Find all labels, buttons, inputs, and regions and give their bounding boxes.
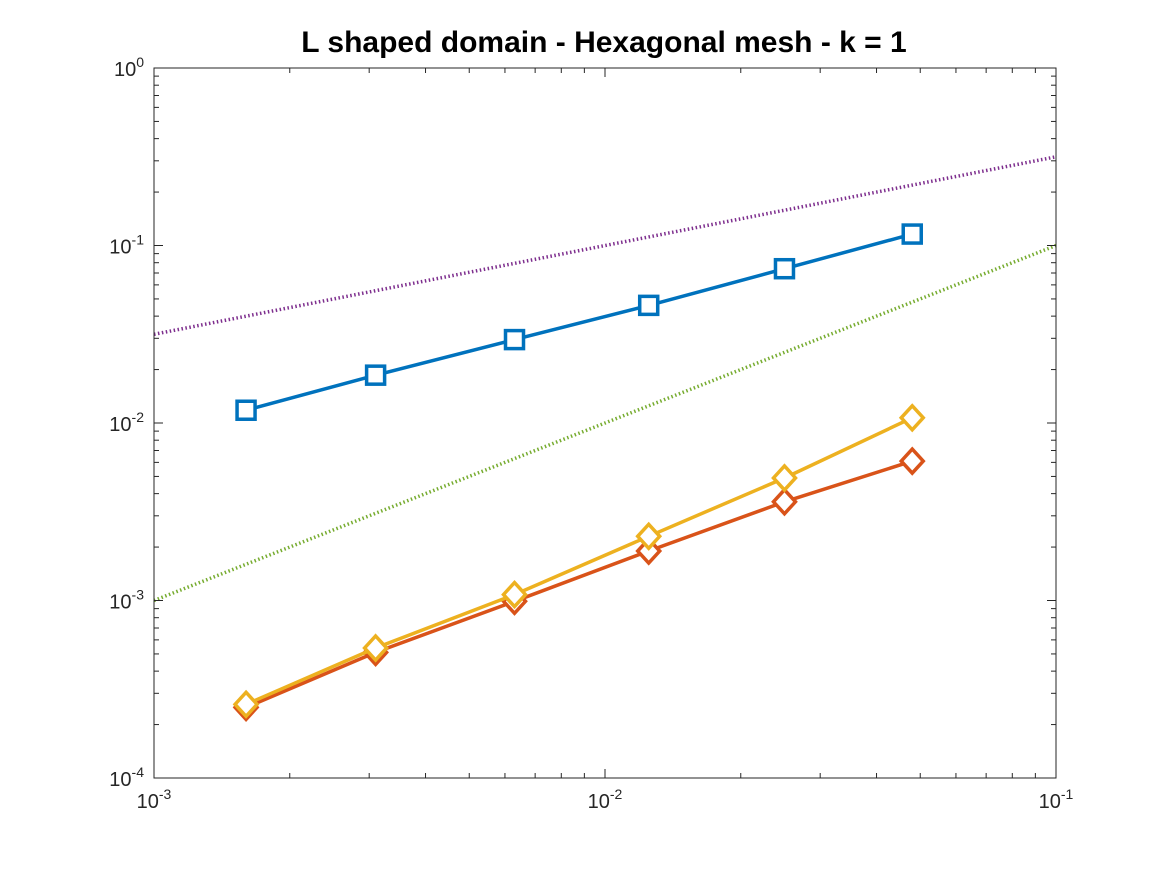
series-3-diamond-marker (898, 403, 926, 433)
series-line-1 (245, 232, 913, 412)
series-1-square-marker (503, 328, 526, 351)
series-1-square-marker (773, 257, 796, 280)
series-line-3 (245, 416, 913, 706)
series-3-diamond-marker (635, 521, 663, 551)
series-2-diamond-marker (635, 536, 663, 566)
y-tick-label: 10-4 (109, 764, 144, 791)
series-3-diamond-marker (232, 689, 260, 719)
plot-area (153, 155, 1057, 722)
reference-slope-line-4 (153, 155, 1057, 337)
x-tick-label: 10-1 (1039, 786, 1074, 813)
series-1-square-marker (364, 364, 387, 386)
chart-title: L shaped domain - Hexagonal mesh - k = 1 (301, 26, 906, 59)
series-1-square-marker (637, 294, 660, 317)
series-2-diamond-marker (771, 487, 798, 517)
y-tick-label: 100 (114, 54, 144, 81)
y-tick-label: 10-1 (109, 232, 144, 259)
reference-slope-line-5 (153, 243, 1057, 603)
x-tick-label: 10-3 (137, 786, 172, 813)
series-3-diamond-marker (501, 579, 528, 610)
y-tick-label: 10-2 (109, 409, 144, 436)
series-3-diamond-marker (771, 463, 798, 493)
y-tick-label: 10-3 (109, 587, 144, 614)
series-3-diamond-marker (362, 633, 389, 663)
series-2-diamond-marker (898, 446, 926, 476)
series-1-square-marker (235, 399, 257, 421)
series-1-square-marker (901, 223, 923, 245)
x-tick-label: 10-2 (588, 786, 623, 813)
series-line-2 (245, 459, 913, 710)
